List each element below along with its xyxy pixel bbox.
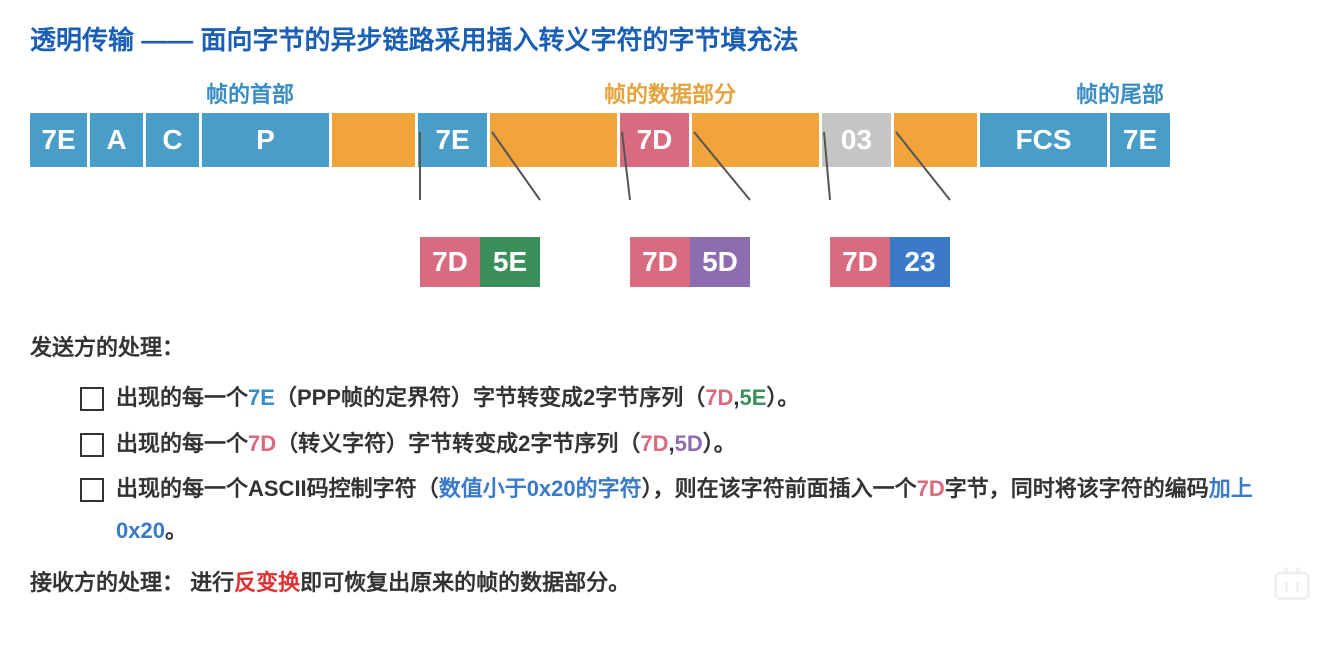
- frame-cell: 7E: [1110, 113, 1170, 167]
- page-title: 透明传输 —— 面向字节的异步链路采用插入转义字符的字节填充法: [30, 20, 1304, 57]
- watermark-icon: [1270, 562, 1314, 606]
- receiver-line: 接收方的处理： 进行反变换即可恢复出原来的帧的数据部分。: [30, 562, 1304, 604]
- expansion-group: 7D23: [830, 237, 950, 287]
- rule-2: 出现的每一个7D（转义字符）字节转变成2字节序列（7D,5D）。: [80, 423, 1304, 465]
- frame-cell: [332, 113, 418, 167]
- frame-cell: [692, 113, 822, 167]
- rule-1: 出现的每一个7E（PPP帧的定界符）字节转变成2字节序列（7D,5E）。: [80, 377, 1304, 419]
- expansion-group: 7D5E: [420, 237, 540, 287]
- expansion-cell: 7D: [830, 237, 890, 287]
- expansion-cell: 7D: [630, 237, 690, 287]
- expansion-cell: 5D: [690, 237, 750, 287]
- expansion-cell: 23: [890, 237, 950, 287]
- expansion-row: 7D5E7D5D7D23: [30, 237, 1304, 287]
- label-data: 帧的数据部分: [390, 77, 950, 109]
- section-labels: 帧的首部 帧的数据部分 帧的尾部: [30, 77, 1304, 109]
- rule-3: 出现的每一个ASCII码控制字符（数值小于0x20的字符），则在该字符前面插入一…: [80, 468, 1304, 552]
- rules-section: 发送方的处理： 出现的每一个7E（PPP帧的定界符）字节转变成2字节序列（7D,…: [30, 327, 1304, 604]
- frame-cell: A: [90, 113, 146, 167]
- frame-cell: 7E: [418, 113, 490, 167]
- sender-header: 发送方的处理：: [30, 327, 1304, 369]
- frame-cell: C: [146, 113, 202, 167]
- frame-cell: 7D: [620, 113, 692, 167]
- frame-cell: P: [202, 113, 332, 167]
- expansion-cell: 7D: [420, 237, 480, 287]
- expansion-group: 7D5D: [630, 237, 750, 287]
- expansion-cell: 5E: [480, 237, 540, 287]
- frame-cell: FCS: [980, 113, 1110, 167]
- label-tail: 帧的尾部: [1010, 77, 1230, 109]
- frame-cell: 7E: [30, 113, 90, 167]
- frame-cell: [894, 113, 980, 167]
- frame-cell: 03: [822, 113, 894, 167]
- frame-cell: [490, 113, 620, 167]
- frame-row: 7EACP7E7D03FCS7E: [30, 113, 1304, 167]
- label-head: 帧的首部: [110, 77, 390, 109]
